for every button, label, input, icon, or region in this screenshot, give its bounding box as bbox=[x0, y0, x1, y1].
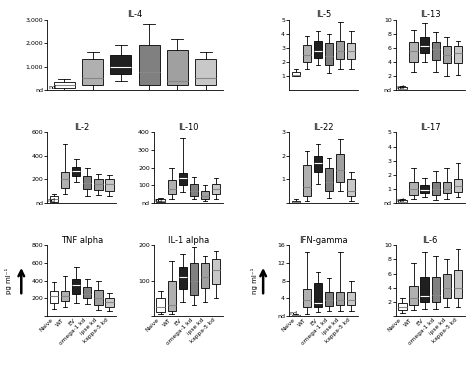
Bar bbox=[303, 45, 311, 62]
Bar bbox=[454, 179, 462, 192]
Bar bbox=[201, 263, 209, 288]
Text: nd: nd bbox=[290, 310, 298, 316]
Bar bbox=[212, 184, 220, 194]
Bar bbox=[195, 60, 216, 85]
Title: IL-6: IL-6 bbox=[422, 236, 438, 245]
Bar bbox=[420, 184, 429, 193]
Title: IL-5: IL-5 bbox=[316, 10, 331, 19]
Bar bbox=[443, 273, 451, 298]
Bar bbox=[190, 184, 198, 196]
Bar bbox=[72, 167, 81, 176]
Bar bbox=[156, 199, 165, 202]
Bar bbox=[443, 46, 451, 63]
Bar bbox=[50, 196, 58, 202]
Title: IL-17: IL-17 bbox=[420, 122, 440, 132]
Bar bbox=[105, 298, 114, 307]
Bar bbox=[50, 291, 58, 303]
Bar bbox=[292, 72, 300, 76]
Bar bbox=[410, 182, 418, 195]
Bar bbox=[94, 290, 102, 305]
Bar bbox=[314, 283, 322, 307]
Bar bbox=[83, 176, 91, 189]
Bar bbox=[167, 281, 176, 310]
Y-axis label: ng ml⁻¹: ng ml⁻¹ bbox=[251, 268, 258, 294]
Title: IL-13: IL-13 bbox=[420, 10, 440, 19]
Bar bbox=[72, 279, 81, 294]
Bar bbox=[314, 41, 322, 58]
Bar bbox=[336, 41, 345, 59]
Bar bbox=[138, 45, 160, 85]
Bar bbox=[105, 179, 114, 191]
Text: nd: nd bbox=[396, 198, 404, 203]
Bar bbox=[292, 200, 300, 202]
Bar bbox=[347, 292, 356, 305]
Y-axis label: pg ml⁻¹: pg ml⁻¹ bbox=[5, 268, 12, 294]
Bar bbox=[54, 82, 75, 88]
Text: nd: nd bbox=[48, 85, 56, 90]
Text: nd: nd bbox=[154, 198, 162, 203]
Bar bbox=[82, 60, 103, 85]
Bar bbox=[443, 182, 451, 193]
Bar bbox=[110, 55, 131, 74]
Bar bbox=[61, 291, 69, 301]
Bar bbox=[314, 156, 322, 172]
Bar bbox=[347, 44, 356, 59]
Bar bbox=[336, 154, 345, 182]
Bar bbox=[94, 179, 102, 190]
Bar bbox=[398, 303, 407, 310]
Bar bbox=[201, 191, 209, 199]
Title: IFN-gamma: IFN-gamma bbox=[299, 236, 348, 245]
Title: TNF alpha: TNF alpha bbox=[61, 236, 103, 245]
Bar bbox=[61, 172, 69, 188]
Bar bbox=[83, 287, 91, 298]
Bar bbox=[410, 42, 418, 62]
Bar bbox=[167, 180, 176, 194]
Bar bbox=[431, 277, 440, 302]
Bar bbox=[420, 37, 429, 53]
Title: IL-1 alpha: IL-1 alpha bbox=[168, 236, 209, 245]
Bar bbox=[292, 315, 300, 316]
Bar bbox=[398, 87, 407, 89]
Bar bbox=[398, 200, 407, 202]
Bar bbox=[179, 266, 187, 289]
Title: IL-4: IL-4 bbox=[128, 10, 143, 19]
Bar bbox=[303, 165, 311, 196]
Title: IL-10: IL-10 bbox=[178, 122, 199, 132]
Bar bbox=[431, 42, 440, 60]
Bar bbox=[325, 44, 333, 65]
Bar bbox=[303, 289, 311, 307]
Bar bbox=[431, 182, 440, 195]
Bar bbox=[179, 173, 187, 185]
Text: nd: nd bbox=[47, 198, 55, 203]
Bar bbox=[325, 168, 333, 191]
Bar bbox=[336, 292, 345, 305]
Bar bbox=[325, 292, 333, 306]
Text: nd: nd bbox=[396, 85, 404, 90]
Bar bbox=[167, 50, 188, 85]
Title: IL-22: IL-22 bbox=[313, 122, 334, 132]
Bar bbox=[420, 277, 429, 302]
Title: IL-2: IL-2 bbox=[74, 122, 90, 132]
Bar bbox=[454, 46, 462, 63]
Bar bbox=[212, 259, 220, 284]
Bar bbox=[410, 286, 418, 305]
Bar bbox=[190, 263, 198, 295]
Bar bbox=[347, 179, 356, 196]
Bar bbox=[454, 270, 462, 298]
Bar bbox=[156, 298, 165, 312]
